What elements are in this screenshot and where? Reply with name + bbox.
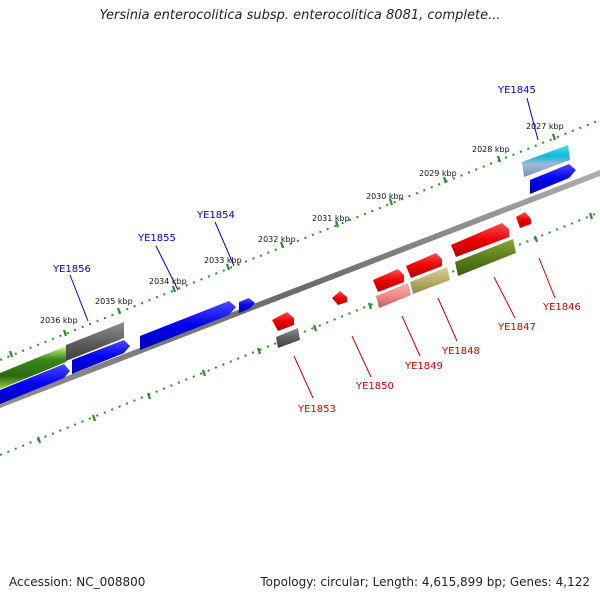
- ruler-tick-label: 2034 kbp: [149, 277, 187, 286]
- gene-feature-reverse[interactable]: [451, 223, 509, 257]
- outer-major-ticks: [8, 133, 557, 358]
- ruler-tick-label: 2028 kbp: [472, 145, 510, 154]
- gene-feature-reverse[interactable]: [272, 312, 294, 331]
- gene-feature-forward[interactable]: [72, 340, 130, 374]
- gene-feature-reverse[interactable]: [455, 239, 516, 276]
- gene-feature-reverse[interactable]: [376, 283, 411, 308]
- gene-label-ye1853[interactable]: YE1853: [297, 404, 336, 415]
- gene-feature-forward[interactable]: [66, 322, 124, 361]
- gene-label-ye1850[interactable]: YE1850: [355, 381, 394, 392]
- gene-feature-forward[interactable]: [239, 298, 255, 313]
- gene-feature-forward[interactable]: [522, 145, 570, 177]
- gene-feature-forward[interactable]: [0, 364, 70, 404]
- reverse-leader-lines: [293, 257, 556, 399]
- accession-text: Accession: NC_008800: [9, 575, 146, 589]
- genome-summary-text: Topology: circular; Length: 4,615,899 bp…: [260, 575, 590, 589]
- gene-label-ye1855[interactable]: YE1855: [137, 233, 176, 244]
- gene-label-ye1846[interactable]: YE1846: [542, 302, 581, 313]
- forward-leader-lines: [69, 97, 539, 322]
- ruler-tick-label: 2030 kbp: [366, 192, 404, 201]
- gene-label-ye1845[interactable]: YE1845: [497, 85, 536, 96]
- gene-feature-reverse[interactable]: [373, 269, 404, 292]
- map-title: Yersinia enterocolitica subsp. enterocol…: [99, 8, 501, 23]
- gene-label-ye1856[interactable]: YE1856: [52, 264, 91, 275]
- ruler-tick-label: 2031 kbp: [312, 214, 350, 223]
- ruler-tick-label: 2029 kbp: [419, 169, 457, 178]
- gene-label-ye1854[interactable]: YE1854: [196, 210, 235, 221]
- gene-feature-reverse[interactable]: [276, 328, 300, 348]
- gene-feature-reverse[interactable]: [410, 267, 450, 294]
- ruler-tick-label: 2035 kbp: [95, 297, 133, 306]
- gene-feature-forward[interactable]: [140, 301, 236, 350]
- gene-label-ye1848[interactable]: YE1848: [441, 346, 480, 357]
- genome-backbone: [0, 170, 600, 408]
- ruler-tick-label: 2032 kbp: [258, 235, 296, 244]
- gene-feature-forward[interactable]: [530, 164, 576, 194]
- gene-label-ye1849[interactable]: YE1849: [404, 361, 443, 372]
- gene-label-ye1847[interactable]: YE1847: [497, 322, 536, 333]
- ruler-tick-label: 2033 kbp: [204, 256, 242, 265]
- gene-feature-reverse[interactable]: [406, 253, 442, 278]
- gene-feature-reverse[interactable]: [516, 212, 531, 228]
- gene-feature-forward[interactable]: [0, 346, 66, 389]
- ruler-tick-label: 2036 kbp: [40, 316, 78, 325]
- gene-feature-reverse[interactable]: [332, 291, 347, 305]
- ruler-tick-label: 2027 kbp: [526, 122, 564, 131]
